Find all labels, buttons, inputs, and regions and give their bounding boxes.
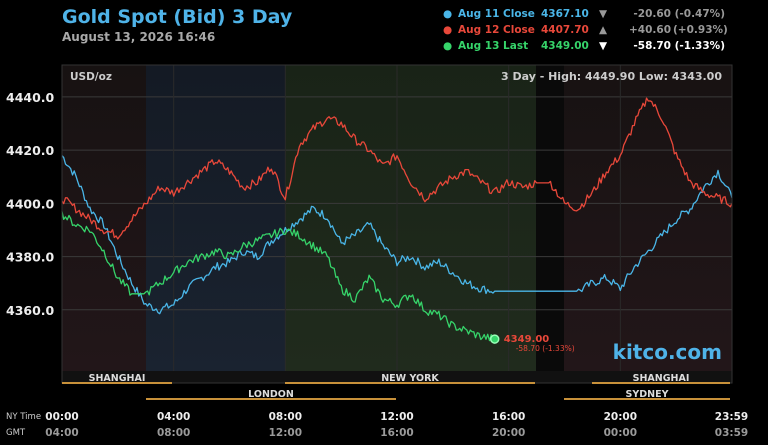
- legend-percent: (-0.47%): [674, 8, 725, 20]
- session-shading-shanghai: [62, 65, 146, 371]
- x-tick-ny: 00:00: [45, 411, 78, 423]
- legend-percent: (-1.33%): [674, 40, 725, 52]
- session-bars: SHANGHAI NEW YORK SHANGHAI LONDON SYDNEY: [62, 373, 730, 400]
- legend-item-aug11: ● Aug 11 Close 4367.10 ▼ -20.60 (-0.47%): [443, 8, 761, 24]
- session-shading-closed: [536, 65, 564, 371]
- y-axis-ticks: 4440.0 4420.0 4400.0 4380.0 4360.0: [6, 90, 55, 318]
- legend-item-aug12: ● Aug 12 Close 4407.70 ▲ +40.60 (+0.93%): [443, 24, 761, 40]
- x-tick-ny: 20:00: [604, 411, 637, 423]
- x-tick-ny: 04:00: [157, 411, 190, 423]
- x-tick-ny: 23:59: [715, 411, 748, 423]
- up-arrow-icon: ▲: [599, 24, 608, 36]
- chart-title: Gold Spot (Bid) 3 Day: [62, 6, 293, 28]
- legend-dot-aug13: ●: [443, 40, 453, 52]
- series-line-1: [61, 155, 733, 315]
- legend-label: Aug 11 Close: [458, 8, 535, 20]
- x-tick-ny: 08:00: [269, 411, 302, 423]
- kitco-watermark: kitco.com: [613, 340, 722, 364]
- x-tick-gmt: 08:00: [157, 427, 190, 439]
- session-label-sydney: SYDNEY: [626, 389, 669, 400]
- x-axis-ticks: 00:00 04:00 04:00 08:00 08:00 12:00 12:00 16:00…: [45, 411, 748, 439]
- series-line-2: [61, 97, 733, 240]
- legend-dot-aug12: ●: [443, 24, 453, 36]
- legend-price: 4367.10: [541, 8, 589, 20]
- session-shading-sydney-shanghai: [564, 65, 732, 371]
- series-lines: [61, 97, 733, 342]
- grid-lines: [62, 65, 732, 371]
- last-price-marker: [489, 334, 500, 344]
- session-label-shanghai-2: SHANGHAI: [633, 373, 690, 384]
- x-tick-ny: 16:00: [492, 411, 525, 423]
- x-tick-gmt: 04:00: [45, 427, 78, 439]
- y-tick-label: 4420.0: [6, 143, 55, 158]
- series-line-3: [61, 211, 496, 342]
- down-arrow-icon: ▼: [599, 8, 608, 20]
- gmt-label: GMT: [6, 428, 26, 438]
- y-tick-label: 4440.0: [6, 90, 55, 105]
- session-label-new-york: NEW YORK: [381, 373, 439, 384]
- legend: ● Aug 11 Close 4367.10 ▼ -20.60 (-0.47%)…: [443, 8, 761, 56]
- legend-label: Aug 13 Last: [458, 40, 529, 52]
- x-tick-gmt: 03:59: [715, 427, 748, 439]
- range-label: 3 Day - High: 4449.90 Low: 4343.00: [501, 70, 722, 83]
- unit-label: USD/oz: [70, 71, 112, 83]
- ny-time-label: NY Time: [6, 412, 41, 422]
- legend-change: +40.60: [628, 24, 671, 36]
- last-change-label: -58.70 (-1.33%): [516, 344, 575, 353]
- chart-datetime: August 13, 2026 16:46: [62, 30, 216, 44]
- legend-label: Aug 12 Close: [458, 24, 535, 36]
- down-arrow-icon: ▼: [599, 40, 608, 52]
- session-label-london: LONDON: [248, 389, 294, 400]
- legend-item-aug13: ● Aug 13 Last 4349.00 ▼ -58.70 (-1.33%): [443, 40, 761, 56]
- legend-dot-aug11: ●: [443, 8, 453, 20]
- legend-price: 4407.70: [541, 24, 589, 36]
- legend-percent: (+0.93%): [673, 24, 728, 36]
- x-tick-gmt: 12:00: [269, 427, 302, 439]
- legend-price: 4349.00: [541, 40, 589, 52]
- legend-change: -58.70: [633, 40, 671, 52]
- y-tick-label: 4360.0: [6, 303, 55, 318]
- session-shading-new-york: [285, 65, 536, 371]
- y-tick-label: 4400.0: [6, 196, 55, 211]
- x-tick-gmt: 20:00: [492, 427, 525, 439]
- session-label-shanghai: SHANGHAI: [89, 373, 146, 384]
- x-tick-gmt: 00:00: [604, 427, 637, 439]
- y-tick-label: 4380.0: [6, 250, 55, 265]
- x-tick-gmt: 16:00: [380, 427, 413, 439]
- legend-change: -20.60: [633, 8, 671, 20]
- session-shading-london: [146, 65, 285, 371]
- x-tick-ny: 12:00: [380, 411, 413, 423]
- last-price-label: 4349.00: [504, 334, 550, 345]
